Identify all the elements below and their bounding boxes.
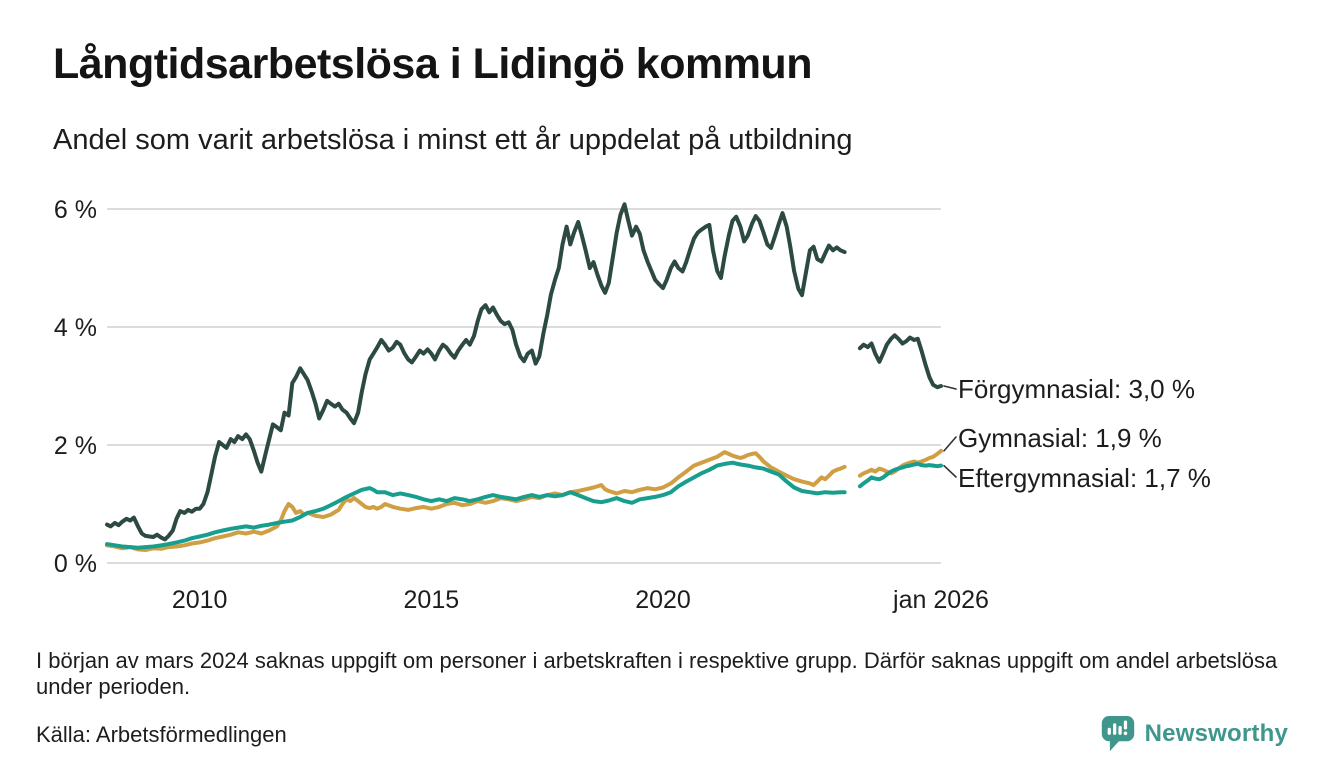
newsworthy-wordmark: Newsworthy: [1144, 720, 1288, 747]
x-tick-label: 2010: [172, 586, 228, 614]
series-end-label-eftergymnasial: Eftergymnasial: 1,7 %: [958, 463, 1211, 493]
series-line-eftergymnasial: [857, 461, 943, 489]
newsworthy-brand: Newsworthy: [1100, 714, 1288, 754]
source-line: Källa: Arbetsförmedlingen: [36, 722, 287, 747]
series-line-förgymnasial: [857, 333, 943, 390]
label-connector: [943, 464, 957, 478]
page-subtitle: Andel som varit arbetslösa i minst ett å…: [53, 124, 853, 156]
y-tick-label: 6 %: [54, 196, 97, 224]
x-tick-label: 2015: [404, 586, 460, 614]
footnote: I början av mars 2024 saknas uppgift om …: [36, 648, 1278, 699]
newsworthy-logo-icon: [1101, 716, 1134, 752]
y-tick-label: 2 %: [54, 432, 97, 460]
label-connector: [943, 436, 957, 452]
series-line-förgymnasial: [105, 202, 847, 542]
x-tick-label: 2020: [635, 586, 691, 614]
label-connector: [943, 385, 957, 390]
y-tick-label: 0 %: [54, 550, 97, 578]
x-tick-label: jan 2026: [892, 586, 989, 614]
series-end-label-forgymnasial: Förgymnasial: 3,0 %: [958, 374, 1195, 404]
y-tick-label: 4 %: [54, 314, 97, 342]
series-end-label-gymnasial: Gymnasial: 1,9 %: [958, 423, 1162, 453]
series-line-eftergymnasial: [105, 460, 847, 550]
page-title: Långtidsarbetslösa i Lidingö kommun: [53, 40, 812, 88]
